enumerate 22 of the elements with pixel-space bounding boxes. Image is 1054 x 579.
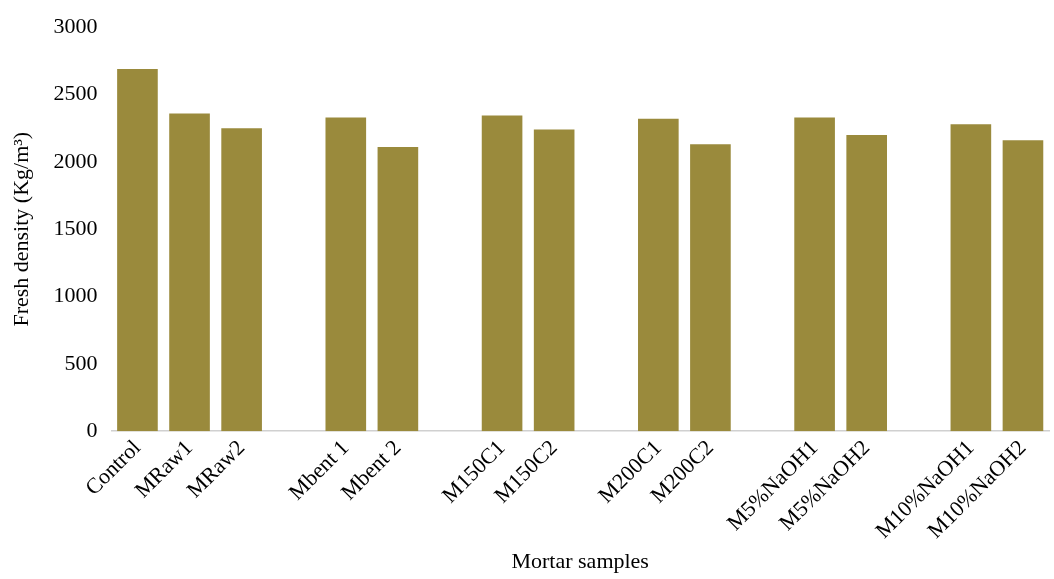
bar [377, 147, 419, 432]
bar [325, 117, 367, 432]
bar [690, 144, 731, 432]
y-tick-label: 2000 [53, 147, 98, 173]
bar [846, 134, 887, 432]
bar [950, 124, 992, 432]
y-tick-label: 3000 [53, 12, 98, 38]
y-tick-label: 1500 [53, 214, 98, 240]
bar [1002, 140, 1044, 432]
bar [794, 117, 835, 432]
bar [117, 68, 158, 432]
bar [221, 128, 262, 432]
bar [169, 113, 210, 432]
bar [638, 118, 679, 432]
bar [481, 115, 523, 432]
bar [533, 129, 575, 432]
y-tick-label: 0 [86, 416, 98, 442]
y-tick-label: 1000 [53, 282, 98, 308]
y-tick-label: 500 [64, 349, 98, 375]
y-tick-label: 2500 [53, 80, 98, 106]
x-axis-title: Mortar samples [511, 547, 649, 573]
y-axis-title: Fresh density (Kg/m³) [7, 131, 33, 327]
